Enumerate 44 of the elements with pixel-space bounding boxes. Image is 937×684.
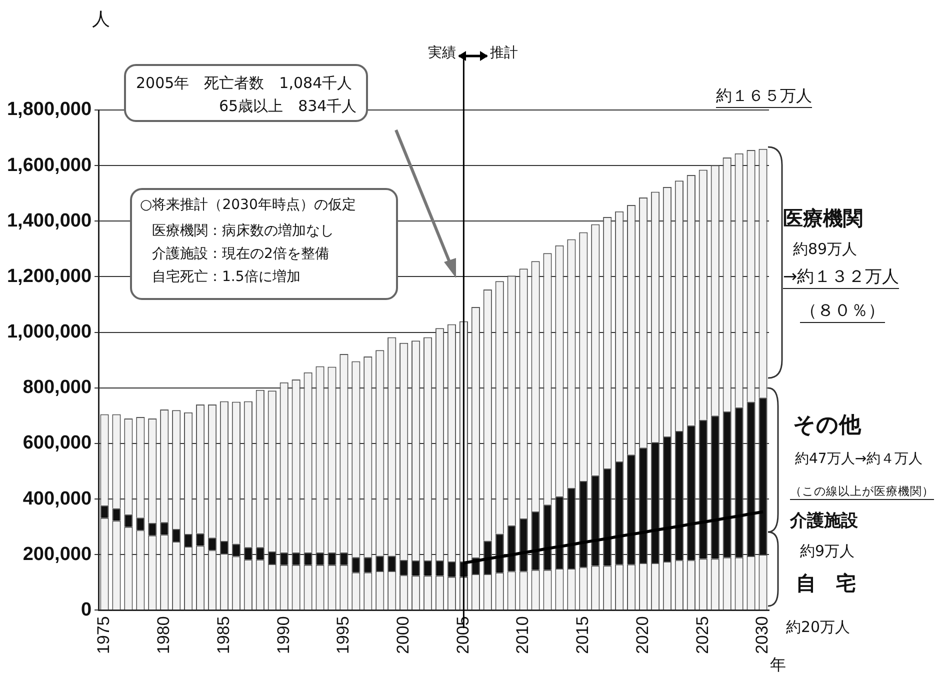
x-tick-label: 2030 [752,616,772,654]
y-tick-label: 1,200,000 [6,266,92,287]
text: 2005年 死亡者数 1,084千人 [136,74,352,94]
x-tick-label: 2000 [394,616,413,654]
x-tick-label: 1985 [214,616,233,654]
annotation: 65歳以上 834千人 [219,97,357,116]
text: 介護施設 [790,510,858,532]
y-tick-label: 1,000,000 [6,322,92,343]
text: その他 [793,412,861,440]
text: 約20万人 [786,618,850,638]
y-tick-label: 800,000 [22,377,92,398]
annotation: ○将来推計（2030年時点）の仮定 [140,196,356,214]
x-tick-label: 1975 [94,616,114,654]
x-tick-label: 2025 [692,616,712,654]
x-tick-label: 1995 [334,616,353,654]
y-tick-label: 1,400,000 [6,210,92,232]
text: 約１６５万人 [716,86,812,108]
text: 自 宅 [796,570,856,596]
x-tick-label: 2020 [632,616,652,654]
x-tick-label: 2015 [573,616,592,654]
text: 推計 [490,44,518,62]
text: 医療機関 [783,205,863,231]
text: （８０％） [800,300,885,324]
y-tick-label: 400,000 [22,488,92,510]
y-tick-label: 200,000 [22,544,92,565]
y-tick-label: 1,600,000 [6,154,92,176]
y-tick-label: 1,800,000 [6,99,92,120]
text: 約47万人→約４万人 [795,450,923,468]
text: 実績 [428,44,456,62]
x-tick-label: 2010 [513,616,532,654]
text: 約9万人 [800,542,855,562]
annotation: 自宅死亡：1.5倍に増加 [152,268,300,286]
y-tick-label: 0 [80,599,92,620]
x-tick-label: 1990 [274,616,293,654]
x-tick-label: 1980 [154,616,174,654]
x-axis-title: 年 [770,655,786,676]
x-tick-label: 2005 [453,616,472,654]
text: →約１３２万人 [783,266,900,290]
text: 約89万人 [793,240,858,260]
annotation: 介護施設：現在の2倍を整備 [152,245,329,264]
y-tick-label: 600,000 [22,432,92,454]
text: （この線以上が医療機関） [790,484,934,500]
annotation: 医療機関：病床数の増加なし [152,222,334,240]
y-axis-title: 人 [92,8,110,32]
